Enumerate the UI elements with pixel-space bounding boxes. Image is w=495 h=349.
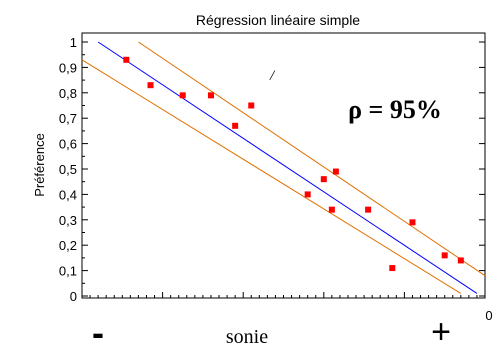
y-tick-label: 0,4: [59, 187, 77, 202]
y-tick-label: 0,1: [59, 264, 77, 279]
y-tick-label: 1: [70, 35, 77, 50]
x-axis-max-label: +: [431, 313, 451, 349]
x-axis-min-label: -: [92, 312, 104, 349]
data-point: [409, 219, 416, 226]
chart-title: Régression linéaire simple: [196, 12, 360, 28]
data-point: [248, 102, 255, 109]
confidence-band-lower: [81, 59, 462, 294]
correlation-annotation: ρ = 95%: [348, 95, 442, 124]
data-point: [332, 168, 339, 175]
data-point: [320, 176, 327, 183]
data-point: [179, 92, 186, 99]
data-point: [207, 92, 214, 99]
data-point: [123, 56, 130, 63]
data-point: [389, 265, 396, 272]
y-tick-label: 0,3: [59, 213, 77, 228]
y-tick-label: 0,8: [59, 86, 77, 101]
data-point: [328, 206, 335, 213]
data-point: [457, 257, 464, 264]
y-tick-label: 0: [70, 289, 77, 304]
confidence-band: [81, 41, 486, 294]
y-axis: 0 0,1 0,2 0,3 0,4 0,5 0,6 0,7 0,8 0,9 1: [59, 35, 485, 304]
x-axis-label: sonie: [226, 326, 268, 348]
data-points: [123, 56, 464, 272]
y-tick-label: 0,5: [59, 162, 77, 177]
y-tick-label: 0,9: [59, 60, 77, 75]
y-tick-label: 0,2: [59, 238, 77, 253]
data-point: [441, 252, 448, 259]
y-tick-label: 0,7: [59, 111, 77, 126]
stray-mark: /: [269, 68, 276, 84]
y-axis-label: Préférence: [32, 133, 47, 197]
regression-line: [97, 41, 478, 294]
confidence-band-upper: [138, 41, 486, 277]
data-point: [304, 191, 311, 198]
data-point: [365, 206, 372, 213]
y-tick-label: 0,6: [59, 137, 77, 152]
data-point: [147, 82, 154, 89]
data-point: [232, 122, 239, 129]
x-minor-ticks: [81, 292, 486, 298]
x-corner-tick-label: 0: [485, 308, 492, 323]
